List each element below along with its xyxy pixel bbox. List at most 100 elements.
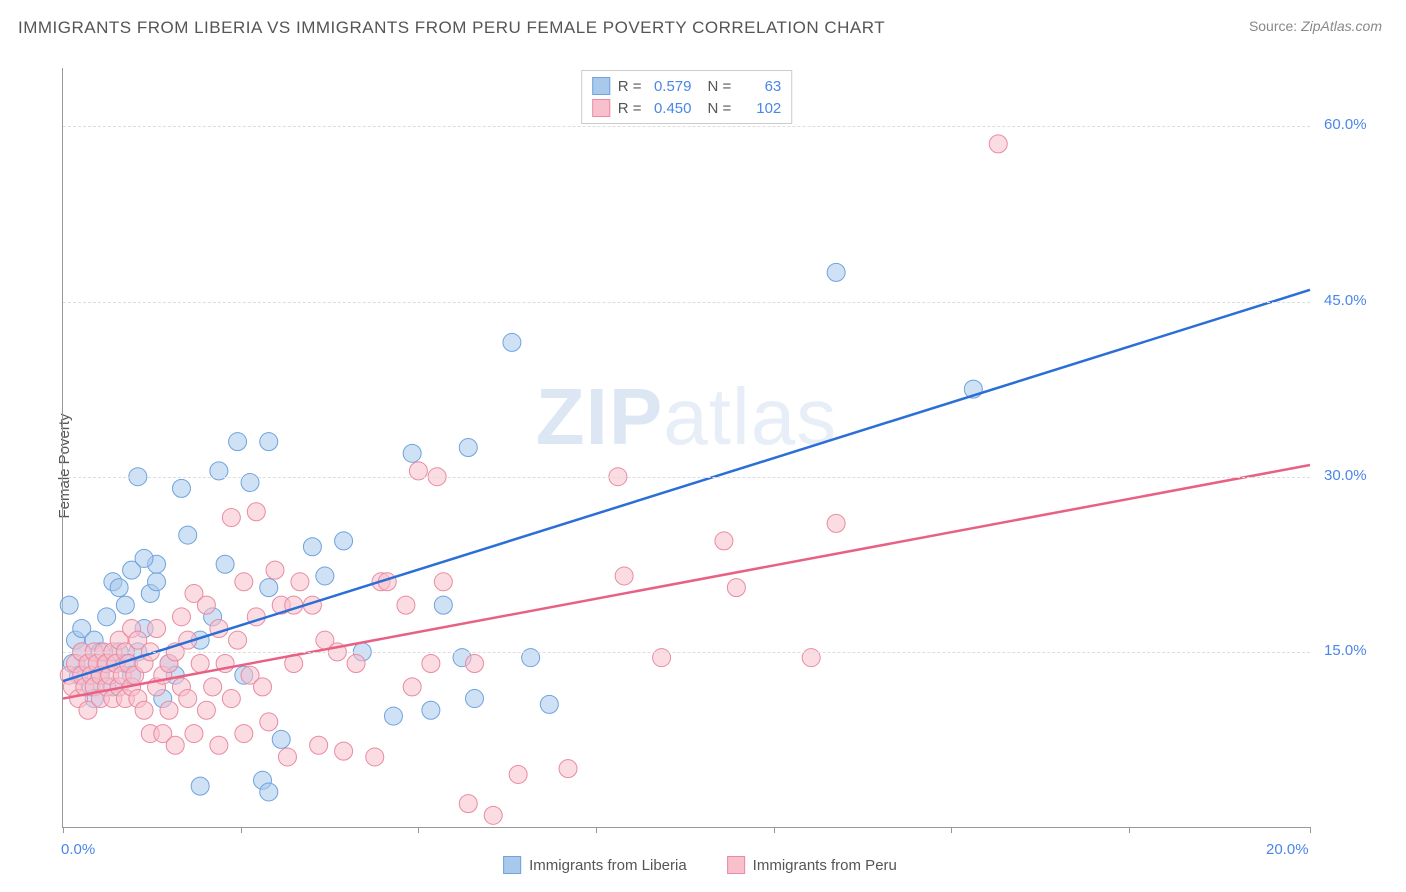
data-point-liberia	[60, 596, 78, 614]
data-point-peru	[291, 573, 309, 591]
x-tick	[774, 827, 775, 833]
r-label: R =	[618, 100, 642, 117]
x-tick	[1129, 827, 1130, 833]
data-point-liberia	[229, 433, 247, 451]
x-tick	[63, 827, 64, 833]
data-point-peru	[266, 561, 284, 579]
data-point-peru	[254, 678, 272, 696]
data-point-liberia	[434, 596, 452, 614]
source-value: ZipAtlas.com	[1301, 18, 1382, 34]
data-point-liberia	[260, 579, 278, 597]
data-point-peru	[615, 567, 633, 585]
data-point-liberia	[272, 730, 290, 748]
data-point-liberia	[148, 573, 166, 591]
stats-row-liberia: R =0.579N =63	[592, 75, 782, 97]
data-point-peru	[422, 655, 440, 673]
data-point-liberia	[540, 695, 558, 713]
data-point-peru	[260, 713, 278, 731]
data-point-peru	[727, 579, 745, 597]
data-point-peru	[403, 678, 421, 696]
source-attribution: Source: ZipAtlas.com	[1249, 18, 1382, 34]
series-legend: Immigrants from Liberia Immigrants from P…	[503, 856, 897, 874]
r-value-peru: 0.450	[650, 100, 692, 117]
data-point-peru	[335, 742, 353, 760]
swatch-liberia	[592, 77, 610, 95]
swatch-peru	[592, 99, 610, 117]
gridline-h	[63, 477, 1310, 478]
y-tick-label: 45.0%	[1324, 292, 1367, 309]
data-point-liberia	[260, 783, 278, 801]
x-tick-label: 0.0%	[61, 841, 95, 858]
data-point-liberia	[116, 596, 134, 614]
x-tick	[596, 827, 597, 833]
data-point-peru	[827, 514, 845, 532]
legend-item-peru: Immigrants from Peru	[727, 856, 897, 874]
data-point-liberia	[384, 707, 402, 725]
gridline-h	[63, 302, 1310, 303]
data-point-peru	[235, 573, 253, 591]
data-point-peru	[197, 596, 215, 614]
gridline-h	[63, 652, 1310, 653]
data-point-peru	[434, 573, 452, 591]
data-point-peru	[172, 608, 190, 626]
data-point-peru	[185, 725, 203, 743]
data-point-peru	[135, 701, 153, 719]
n-label: N =	[708, 100, 732, 117]
x-tick	[241, 827, 242, 833]
source-label: Source:	[1249, 18, 1297, 34]
x-tick	[1310, 827, 1311, 833]
y-tick-label: 60.0%	[1324, 116, 1367, 133]
chart-area: Female Poverty ZIPatlas R =0.579N =63R =…	[18, 60, 1382, 872]
data-point-liberia	[135, 549, 153, 567]
y-tick-label: 30.0%	[1324, 467, 1367, 484]
r-label: R =	[618, 78, 642, 95]
data-point-liberia	[191, 777, 209, 795]
data-point-liberia	[216, 555, 234, 573]
data-point-peru	[459, 795, 477, 813]
data-point-peru	[222, 690, 240, 708]
data-point-peru	[166, 736, 184, 754]
data-point-liberia	[827, 263, 845, 281]
data-point-peru	[229, 631, 247, 649]
data-point-liberia	[179, 526, 197, 544]
data-point-peru	[715, 532, 733, 550]
data-point-peru	[559, 760, 577, 778]
data-point-peru	[160, 701, 178, 719]
data-point-peru	[191, 655, 209, 673]
data-point-peru	[466, 655, 484, 673]
data-point-liberia	[503, 333, 521, 351]
stats-legend: R =0.579N =63R =0.450N =102	[581, 70, 793, 124]
n-label: N =	[708, 78, 732, 95]
swatch-liberia	[503, 856, 521, 874]
data-point-peru	[310, 736, 328, 754]
x-tick	[951, 827, 952, 833]
data-point-peru	[210, 736, 228, 754]
data-point-peru	[179, 690, 197, 708]
chart-title: IMMIGRANTS FROM LIBERIA VS IMMIGRANTS FR…	[18, 18, 885, 38]
r-value-liberia: 0.579	[650, 78, 692, 95]
legend-label-peru: Immigrants from Peru	[753, 857, 897, 874]
gridline-h	[63, 126, 1310, 127]
data-point-liberia	[172, 479, 190, 497]
data-point-peru	[197, 701, 215, 719]
data-point-liberia	[98, 608, 116, 626]
x-tick	[418, 827, 419, 833]
data-point-peru	[148, 619, 166, 637]
data-point-peru	[366, 748, 384, 766]
data-point-liberia	[459, 439, 477, 457]
data-point-liberia	[316, 567, 334, 585]
data-point-peru	[235, 725, 253, 743]
x-tick-label: 20.0%	[1266, 841, 1309, 858]
data-point-peru	[204, 678, 222, 696]
y-tick-label: 15.0%	[1324, 642, 1367, 659]
data-point-liberia	[303, 538, 321, 556]
stats-row-peru: R = 0.450 N = 102	[592, 97, 782, 119]
data-point-peru	[509, 765, 527, 783]
legend-label-liberia: Immigrants from Liberia	[529, 857, 687, 874]
plot-region: ZIPatlas R =0.579N =63R =0.450N =102 15.…	[62, 68, 1310, 828]
data-point-liberia	[466, 690, 484, 708]
data-point-peru	[397, 596, 415, 614]
data-point-peru	[222, 509, 240, 527]
data-point-peru	[484, 806, 502, 824]
n-value-peru: 102	[739, 100, 781, 117]
